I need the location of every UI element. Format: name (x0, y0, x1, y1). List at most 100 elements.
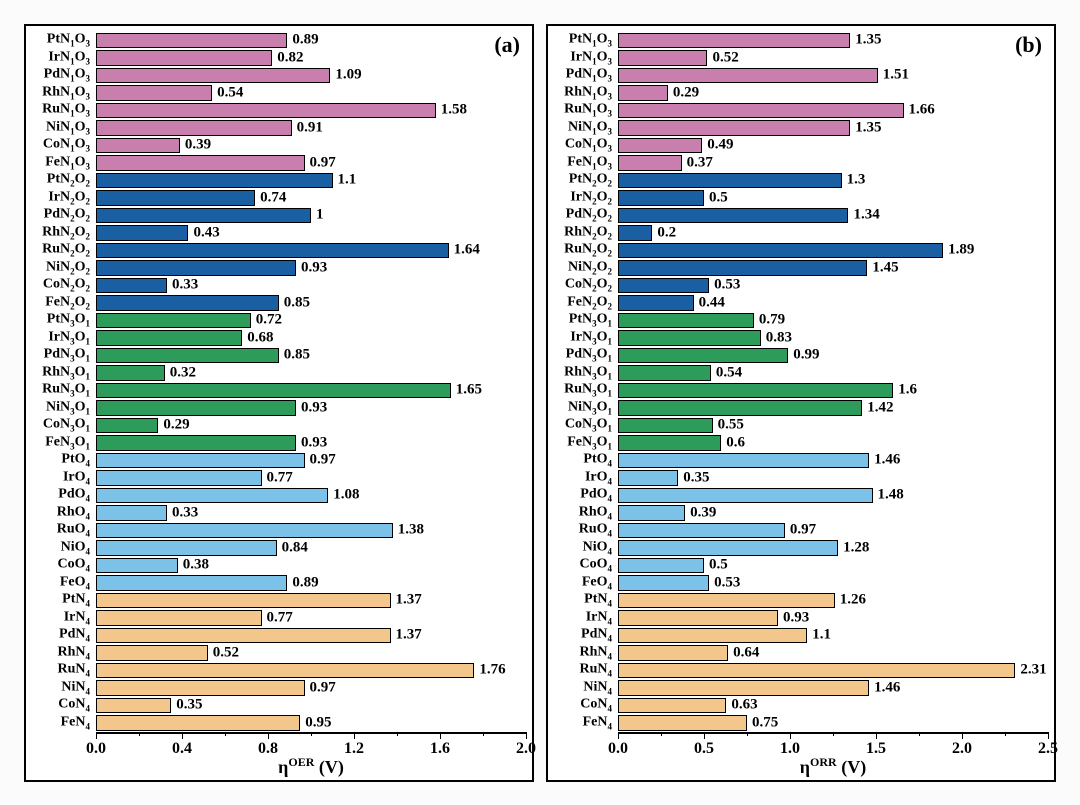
bar-value-label: 0.35 (176, 697, 202, 714)
bar-value-label: 0.93 (301, 259, 327, 276)
bar (618, 470, 678, 486)
y-tick-label: NiO4 (583, 539, 612, 556)
bar-row: NiO40.84 (96, 539, 526, 557)
y-tick-label: RuN1O3 (564, 102, 612, 119)
panel-b: (b) PtN1O31.35IrN1O30.52PdN1O31.51RhN1O3… (546, 24, 1056, 782)
bar-value-label: 1.46 (874, 679, 900, 696)
bar (96, 278, 167, 294)
bar (618, 260, 867, 276)
x-tick-label: 1.2 (344, 740, 364, 758)
bar (618, 645, 728, 661)
bar (618, 715, 747, 731)
y-tick-label: PtN1O3 (569, 32, 612, 49)
bar-value-label: 0.68 (247, 329, 273, 346)
bar (618, 400, 862, 416)
y-tick-label: NiN4 (583, 679, 612, 696)
x-tick-label: 2.5 (1038, 740, 1058, 758)
bar-value-label: 0.33 (172, 277, 198, 294)
bar-value-label: 1 (316, 207, 324, 224)
y-tick-label: CoN2O2 (43, 277, 90, 294)
bar (96, 453, 305, 469)
bar-row: PtN41.37 (96, 592, 526, 610)
y-tick-label: RuN4 (57, 662, 90, 679)
y-tick-label: RuO4 (57, 522, 90, 539)
y-tick-label: PdN2O2 (44, 207, 90, 224)
x-tick-major (354, 732, 355, 739)
bar-row: PdO41.08 (96, 487, 526, 505)
bar (618, 33, 850, 49)
bar (618, 698, 726, 714)
bar (618, 365, 711, 381)
bar-value-label: 1.37 (396, 592, 422, 609)
bar-row: FeN3O10.93 (96, 434, 526, 452)
y-tick-label: CoO4 (580, 557, 613, 574)
bar-row: IrO40.35 (618, 469, 1048, 487)
y-tick-label: CoN3O1 (565, 417, 612, 434)
y-tick-label: PdN1O3 (566, 67, 612, 84)
x-tick-major (618, 732, 619, 739)
bar-row: CoO40.38 (96, 557, 526, 575)
y-tick-label: NiN2O2 (568, 259, 612, 276)
y-tick-label: IrO4 (585, 469, 612, 486)
bar-value-label: 0.74 (260, 189, 286, 206)
bar-row: FeN2O20.44 (618, 294, 1048, 312)
y-tick-label: PtN4 (62, 592, 90, 609)
y-tick-label: RuN3O1 (564, 382, 612, 399)
bar (618, 435, 721, 451)
bar (618, 278, 709, 294)
y-tick-label: CoN2O2 (565, 277, 612, 294)
y-tick-label: FeN1O3 (567, 154, 612, 171)
bar-row: PtN2O21.3 (618, 172, 1048, 190)
y-tick-label: PdN2O2 (566, 207, 612, 224)
y-tick-label: CoN1O3 (43, 137, 90, 154)
y-tick-label: RhN3O1 (564, 364, 612, 381)
bar (618, 575, 709, 591)
bar-row: RuN2O21.64 (96, 242, 526, 260)
bar-value-label: 1.66 (909, 102, 935, 119)
bar-row: IrN1O30.52 (618, 49, 1048, 67)
y-tick-label: PdN4 (59, 627, 90, 644)
bar-row: RuO41.38 (96, 522, 526, 540)
bar (618, 558, 704, 574)
y-tick-label: PdN3O1 (44, 347, 90, 364)
bar-row: NiN1O30.91 (96, 119, 526, 137)
y-tick-label: CoO4 (58, 557, 91, 574)
bar (96, 243, 449, 259)
x-tick-major (1048, 732, 1049, 739)
bar-row: IrO40.77 (96, 469, 526, 487)
y-tick-label: PtN1O3 (47, 32, 90, 49)
bar-value-label: 1.28 (843, 539, 869, 556)
bar-row: FeN1O30.37 (618, 154, 1048, 172)
bar-row: NiN2O20.93 (96, 259, 526, 277)
bar (96, 540, 277, 556)
bar-row: FeN40.95 (96, 714, 526, 732)
bar (96, 190, 255, 206)
y-tick-label: FeN3O1 (45, 434, 90, 451)
bar-value-label: 0.79 (759, 312, 785, 329)
bar-row: CoN1O30.49 (618, 137, 1048, 155)
y-tick-label: IrO4 (63, 469, 90, 486)
bar-row: NiO41.28 (618, 539, 1048, 557)
y-tick-label: NiN3O1 (46, 399, 90, 416)
x-tick-minor (747, 732, 748, 736)
bar-value-label: 0.54 (716, 364, 742, 381)
y-tick-label: NiN1O3 (568, 119, 612, 136)
bar-row: PtN41.26 (618, 592, 1048, 610)
bar (96, 348, 279, 364)
y-tick-label: FeN3O1 (567, 434, 612, 451)
y-tick-label: RhN1O3 (564, 84, 612, 101)
bar (618, 120, 850, 136)
y-tick-label: RuN4 (579, 662, 612, 679)
y-tick-label: RuN3O1 (42, 382, 90, 399)
x-tick-minor (1005, 732, 1006, 736)
bar (96, 295, 279, 311)
y-tick-label: FeN2O2 (567, 294, 612, 311)
bar (96, 400, 296, 416)
bar (96, 85, 212, 101)
bar (96, 365, 165, 381)
bar-value-label: 0.49 (707, 137, 733, 154)
x-tick-major (182, 732, 183, 739)
bar (618, 68, 878, 84)
bar-value-label: 1.51 (883, 67, 909, 84)
x-tick-label: 0.0 (608, 740, 628, 758)
